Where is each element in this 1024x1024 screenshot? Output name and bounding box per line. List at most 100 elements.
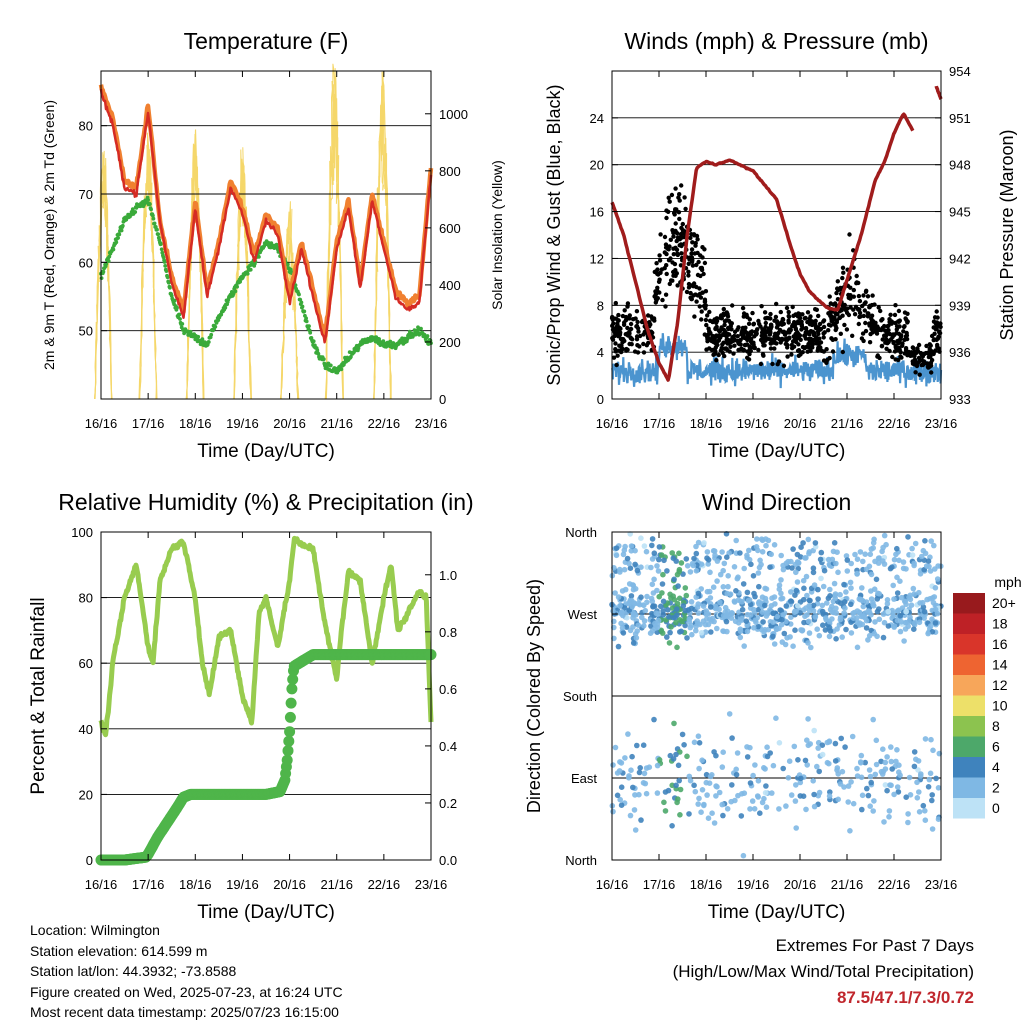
direction-title: Wind Direction: [702, 489, 852, 515]
x-tick-label: 20/16: [273, 877, 306, 892]
wind-gust-point: [699, 317, 704, 322]
direction-point: [916, 809, 923, 815]
wind-gust-point: [663, 245, 669, 250]
direction-point: [654, 762, 661, 769]
direction-point: [641, 770, 648, 777]
direction-point: [698, 630, 705, 636]
wind-gust-point: [722, 322, 727, 328]
y-tick-label: 8: [597, 298, 604, 313]
wind-gust-point: [674, 231, 680, 236]
direction-point: [822, 615, 829, 621]
direction-point: [783, 803, 789, 809]
direction-point: [693, 568, 700, 574]
direction-point: [728, 798, 734, 805]
dewpoint-point: [285, 262, 290, 267]
direction-point: [829, 556, 836, 563]
direction-point: [711, 820, 718, 826]
wind-gust-point: [722, 353, 727, 359]
direction-point: [776, 806, 782, 812]
wind-gust-point: [901, 324, 907, 330]
wind-gust-point: [767, 332, 773, 337]
wind-gust-point: [936, 346, 941, 351]
temperature-series: [98, 84, 434, 375]
humidity-line: [98, 535, 434, 738]
y2-tick-label: 0.2: [439, 796, 457, 811]
direction-point: [613, 545, 620, 551]
direction-point: [792, 627, 798, 633]
direction-point: [729, 782, 735, 788]
wind-gust-point: [886, 323, 891, 328]
wind-gust-point: [653, 292, 658, 297]
wind-gust-point: [854, 273, 859, 279]
wind-gust-point: [870, 293, 875, 298]
direction-point: [689, 631, 695, 638]
direction-point: [724, 590, 730, 597]
wind-gust-point: [888, 312, 893, 317]
direction-point: [854, 765, 860, 772]
station-location: Location: Wilmington: [30, 922, 160, 938]
wind-gust-point: [935, 342, 940, 348]
wind-gust-point: [677, 216, 682, 222]
wind-gust-point: [678, 232, 684, 237]
y2-tick-label: 939: [949, 298, 971, 313]
direction-point: [632, 547, 638, 554]
wind-gust-point: [814, 307, 819, 312]
direction-point: [827, 789, 833, 795]
dewpoint-point: [223, 305, 228, 310]
direction-point: [652, 625, 658, 632]
direction-point: [747, 744, 753, 751]
direction-point: [688, 605, 695, 612]
wind-gust-point: [654, 261, 659, 266]
humidity-axes: 16/16 17/16 18/16 19/16 20/16 21/16 22/16 23/16…: [71, 525, 457, 892]
direction-point: [788, 589, 794, 595]
y-tick-label: North: [565, 525, 597, 540]
y2-tick-label: 942: [949, 251, 971, 266]
direction-point: [921, 615, 927, 621]
wind-gust-point: [891, 340, 896, 346]
wind-gust-point: [698, 295, 704, 300]
direction-point: [684, 635, 690, 641]
winds-frame: [611, 70, 942, 400]
wind-gust-point: [686, 261, 691, 266]
direction-point: [632, 561, 638, 568]
wind-gust-point: [722, 319, 728, 324]
direction-point: [897, 628, 904, 635]
wind-gust-point: [843, 307, 849, 313]
wind-gust-point: [677, 243, 682, 248]
wind-gust-point: [746, 357, 752, 362]
wind-gust-point: [717, 329, 722, 334]
wind-gust-point: [840, 349, 845, 355]
wind-gust-point: [671, 252, 676, 257]
wind-gust-point: [852, 312, 858, 317]
direction-point: [615, 643, 622, 650]
direction-point: [901, 638, 907, 644]
direction-point: [805, 716, 811, 722]
wind-gust-point: [671, 230, 676, 235]
direction-point: [720, 812, 726, 819]
y-tick-label: 16: [590, 205, 604, 220]
wind-gust-point: [718, 315, 723, 321]
direction-point: [863, 625, 870, 631]
direction-point: [932, 606, 939, 613]
precip-point: [281, 754, 293, 766]
y2-tick-label: 600: [439, 221, 461, 236]
direction-point: [698, 809, 704, 815]
direction-point: [737, 628, 744, 634]
wind-gust-point: [896, 357, 901, 363]
direction-point: [860, 603, 867, 610]
dewpoint-point: [311, 339, 316, 344]
direction-point: [670, 555, 677, 561]
direction-point: [848, 601, 854, 608]
wind-gust-point: [677, 198, 682, 203]
wind-gust-point: [887, 317, 892, 322]
direction-point: [747, 806, 753, 812]
direction-point: [683, 592, 690, 599]
wind-gust-point: [625, 301, 631, 306]
legend-swatch: [953, 716, 985, 737]
wind-gust-point: [635, 319, 640, 325]
direction-point: [838, 735, 844, 742]
direction-point: [880, 634, 887, 641]
direction-point: [924, 596, 930, 603]
direction-point: [859, 585, 865, 591]
